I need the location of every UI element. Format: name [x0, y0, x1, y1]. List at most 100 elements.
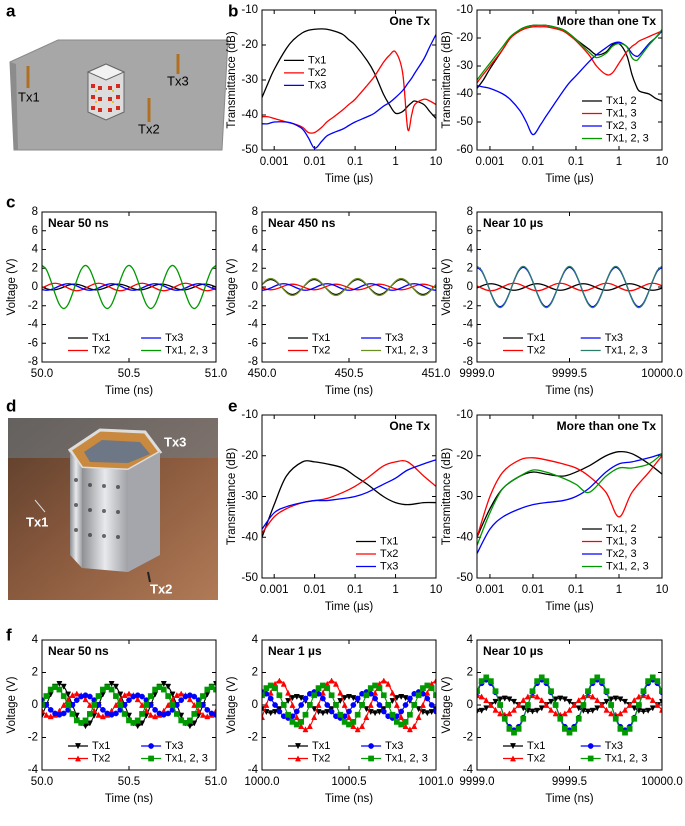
legend-label: Tx1, 2, 3	[605, 752, 648, 764]
marker	[204, 713, 211, 720]
marker	[293, 694, 300, 701]
y-tick-label: -2	[28, 300, 38, 312]
marker	[126, 697, 132, 703]
marker	[617, 696, 624, 703]
marker	[82, 717, 89, 724]
marker	[108, 681, 115, 688]
y-tick-label: -4	[28, 764, 39, 776]
tx-label: Tx1	[18, 89, 40, 104]
marker	[626, 701, 633, 708]
marker	[117, 696, 124, 703]
marker	[571, 701, 578, 708]
y-tick-label: 6	[32, 225, 38, 237]
panel-letter: e	[228, 396, 237, 415]
marker	[402, 702, 409, 708]
marker	[276, 677, 283, 684]
marker	[478, 693, 485, 700]
marker	[411, 702, 418, 708]
y-axis-label: Transmittance (dB)	[226, 448, 238, 546]
marker	[117, 702, 124, 708]
y-tick-label: -4	[248, 319, 259, 331]
marker	[411, 722, 418, 729]
marker	[359, 722, 366, 729]
marker	[100, 707, 106, 713]
marker	[428, 685, 435, 691]
y-axis-label: Voltage (V)	[6, 258, 18, 315]
marker	[99, 713, 106, 720]
y-tick-label: 4	[252, 634, 259, 646]
marker	[328, 692, 335, 699]
series	[477, 282, 662, 292]
x-tick-label: 0.01	[522, 584, 544, 596]
marker	[585, 688, 591, 695]
marker	[42, 707, 46, 714]
marker	[293, 708, 300, 715]
marker	[73, 697, 80, 703]
data-line	[262, 34, 436, 149]
marker	[415, 706, 422, 713]
y-tick-label: 8	[467, 206, 473, 218]
axes-frame	[261, 414, 437, 579]
marker	[566, 729, 573, 736]
marker	[510, 698, 518, 705]
y-tick-label: 6	[467, 225, 473, 237]
y-tick-label: -2	[248, 732, 258, 744]
series	[477, 265, 662, 309]
panel-letter: c	[6, 192, 15, 211]
series	[262, 460, 436, 538]
annotation: Near 10 µs	[483, 216, 544, 230]
y-tick-label: -30	[456, 60, 473, 72]
marker	[385, 680, 392, 687]
data-line	[42, 283, 216, 291]
x-tick-label: 0.001	[476, 584, 505, 596]
marker	[626, 726, 633, 732]
marker	[276, 708, 283, 715]
marker	[178, 697, 185, 703]
y-tick-label: -8	[248, 356, 258, 368]
marker	[267, 695, 274, 702]
marker	[73, 712, 80, 719]
x-tick-label: 0.01	[303, 156, 325, 168]
x-tick-label: 9999.0	[459, 368, 494, 380]
marker	[492, 698, 499, 705]
marker	[315, 709, 322, 716]
panel-letter: f	[6, 625, 12, 644]
marker	[95, 711, 102, 718]
axes-frame	[261, 639, 437, 771]
marker	[43, 693, 50, 699]
legend-label: Tx1, 3	[606, 535, 637, 547]
marker	[645, 678, 651, 684]
marker	[561, 710, 568, 717]
marker	[117, 691, 124, 698]
marker	[367, 701, 374, 708]
marker	[548, 688, 554, 695]
marker	[552, 710, 559, 717]
legend-marker	[74, 755, 82, 762]
marker	[603, 698, 610, 705]
marker	[566, 698, 573, 705]
marker	[56, 686, 63, 693]
y-axis-label: Voltage (V)	[226, 258, 238, 315]
marker	[191, 693, 198, 700]
series	[477, 453, 662, 554]
legend-label: Tx1	[92, 332, 110, 344]
marker	[594, 696, 601, 703]
legend-label: Tx2	[312, 752, 330, 764]
marker	[402, 722, 409, 729]
marker	[428, 702, 435, 708]
axes-frame	[476, 639, 663, 771]
marker	[363, 714, 370, 721]
marker	[169, 696, 176, 703]
marker	[654, 701, 661, 708]
legend-label: Tx2, 3	[606, 548, 637, 560]
marker	[262, 714, 266, 721]
x-tick-label: 10	[430, 156, 443, 168]
data-line	[262, 28, 436, 119]
legend-marker	[368, 743, 374, 749]
data-line	[262, 277, 436, 297]
x-axis-label: Time (µs)	[545, 601, 594, 613]
marker	[350, 702, 357, 708]
legend-label: Tx3	[308, 79, 326, 91]
y-axis-label: Transmittance (dB)	[441, 31, 453, 129]
